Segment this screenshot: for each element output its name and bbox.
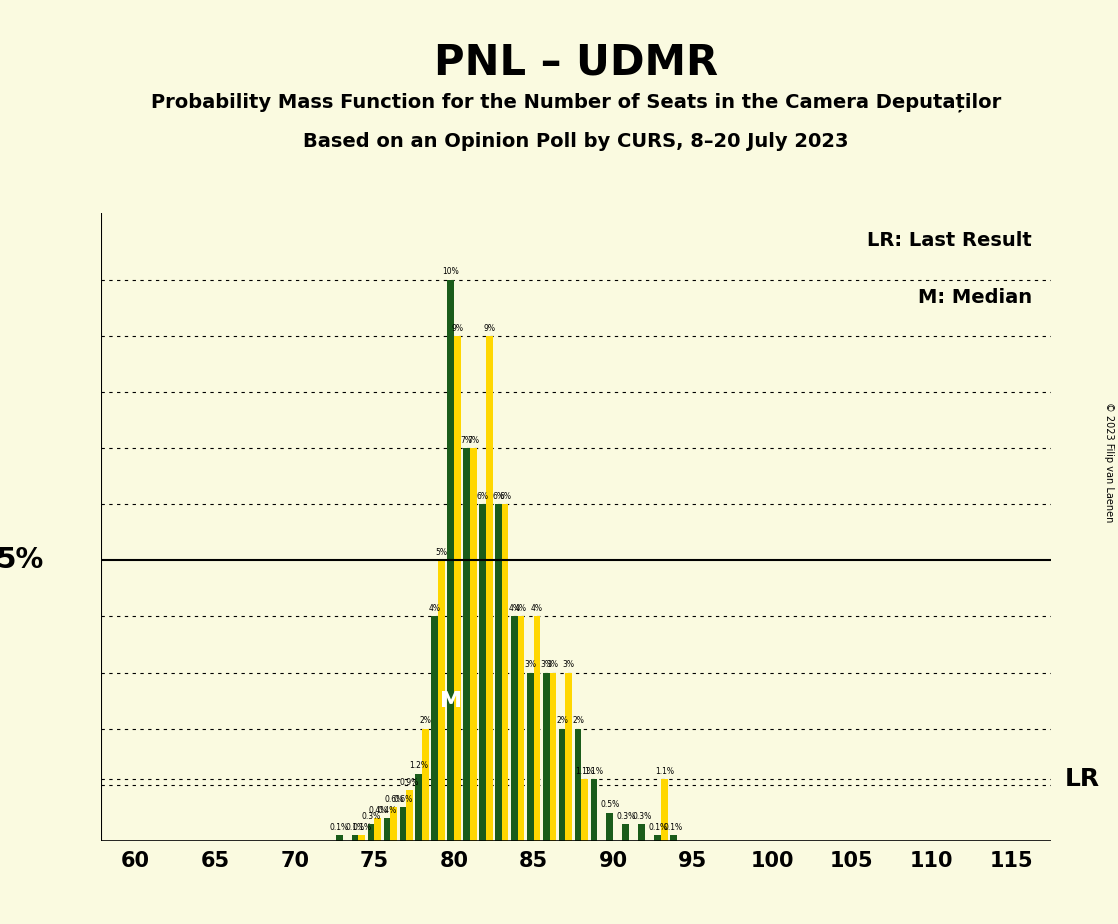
Text: 6%: 6%: [499, 492, 511, 501]
Bar: [581, 779, 588, 841]
Bar: [375, 819, 381, 841]
Text: Based on an Opinion Poll by CURS, 8–20 July 2023: Based on an Opinion Poll by CURS, 8–20 J…: [303, 132, 849, 152]
Bar: [638, 824, 645, 841]
Text: M: Median: M: Median: [918, 288, 1032, 307]
Bar: [495, 505, 502, 841]
Text: 1.2%: 1.2%: [409, 761, 428, 771]
Text: 4%: 4%: [531, 604, 543, 614]
Bar: [575, 729, 581, 841]
Text: 6%: 6%: [492, 492, 504, 501]
Text: 7%: 7%: [467, 436, 480, 444]
Bar: [399, 808, 406, 841]
Bar: [590, 779, 597, 841]
Bar: [406, 790, 413, 841]
Bar: [432, 616, 438, 841]
Bar: [518, 616, 524, 841]
Bar: [559, 729, 566, 841]
Text: 5%: 5%: [435, 548, 447, 557]
Bar: [533, 616, 540, 841]
Bar: [463, 448, 470, 841]
Text: 3%: 3%: [524, 660, 537, 669]
Bar: [654, 835, 661, 841]
Text: 9%: 9%: [452, 323, 463, 333]
Text: 4%: 4%: [509, 604, 520, 614]
Text: 0.3%: 0.3%: [632, 811, 652, 821]
Text: 0.1%: 0.1%: [345, 823, 364, 832]
Bar: [368, 824, 375, 841]
Bar: [423, 729, 429, 841]
Text: © 2023 Filip van Laenen: © 2023 Filip van Laenen: [1105, 402, 1114, 522]
Bar: [486, 336, 493, 841]
Bar: [390, 808, 397, 841]
Text: 0.9%: 0.9%: [400, 778, 419, 787]
Bar: [416, 773, 423, 841]
Text: 0.1%: 0.1%: [664, 823, 683, 832]
Bar: [470, 448, 476, 841]
Bar: [454, 336, 461, 841]
Text: 1.1%: 1.1%: [655, 767, 674, 776]
Bar: [352, 835, 359, 841]
Bar: [661, 779, 667, 841]
Text: 7%: 7%: [461, 436, 473, 444]
Bar: [359, 835, 366, 841]
Text: Probability Mass Function for the Number of Seats in the Camera Deputaților: Probability Mass Function for the Number…: [151, 92, 1001, 112]
Bar: [623, 824, 629, 841]
Text: M: M: [439, 690, 462, 711]
Bar: [438, 560, 445, 841]
Text: 2%: 2%: [556, 716, 568, 725]
Text: 0.3%: 0.3%: [361, 811, 381, 821]
Bar: [383, 819, 390, 841]
Text: 0.1%: 0.1%: [330, 823, 349, 832]
Bar: [670, 835, 676, 841]
Text: LR: Last Result: LR: Last Result: [868, 231, 1032, 250]
Text: 0.4%: 0.4%: [368, 806, 387, 815]
Text: 3%: 3%: [562, 660, 575, 669]
Bar: [480, 505, 486, 841]
Text: 5%: 5%: [0, 546, 44, 575]
Bar: [566, 673, 572, 841]
Bar: [543, 673, 550, 841]
Text: 6%: 6%: [476, 492, 489, 501]
Text: LR: LR: [1065, 767, 1100, 791]
Text: 1.1%: 1.1%: [575, 767, 594, 776]
Text: 2%: 2%: [572, 716, 584, 725]
Text: 4%: 4%: [515, 604, 527, 614]
Text: 0.1%: 0.1%: [648, 823, 667, 832]
Text: 3%: 3%: [547, 660, 559, 669]
Bar: [606, 813, 613, 841]
Text: 10%: 10%: [443, 267, 459, 276]
Text: 4%: 4%: [428, 604, 440, 614]
Text: 1.1%: 1.1%: [585, 767, 604, 776]
Text: 0.5%: 0.5%: [600, 800, 619, 809]
Text: 3%: 3%: [540, 660, 552, 669]
Text: 2%: 2%: [419, 716, 432, 725]
Text: 0.6%: 0.6%: [394, 795, 413, 804]
Text: PNL – UDMR: PNL – UDMR: [434, 42, 718, 83]
Text: 9%: 9%: [483, 323, 495, 333]
Bar: [527, 673, 533, 841]
Bar: [511, 616, 518, 841]
Text: 0.6%: 0.6%: [385, 795, 404, 804]
Bar: [550, 673, 556, 841]
Bar: [447, 280, 454, 841]
Text: 0.3%: 0.3%: [616, 811, 635, 821]
Bar: [335, 835, 342, 841]
Text: 0.4%: 0.4%: [378, 806, 397, 815]
Bar: [502, 505, 509, 841]
Text: 0.1%: 0.1%: [352, 823, 371, 832]
